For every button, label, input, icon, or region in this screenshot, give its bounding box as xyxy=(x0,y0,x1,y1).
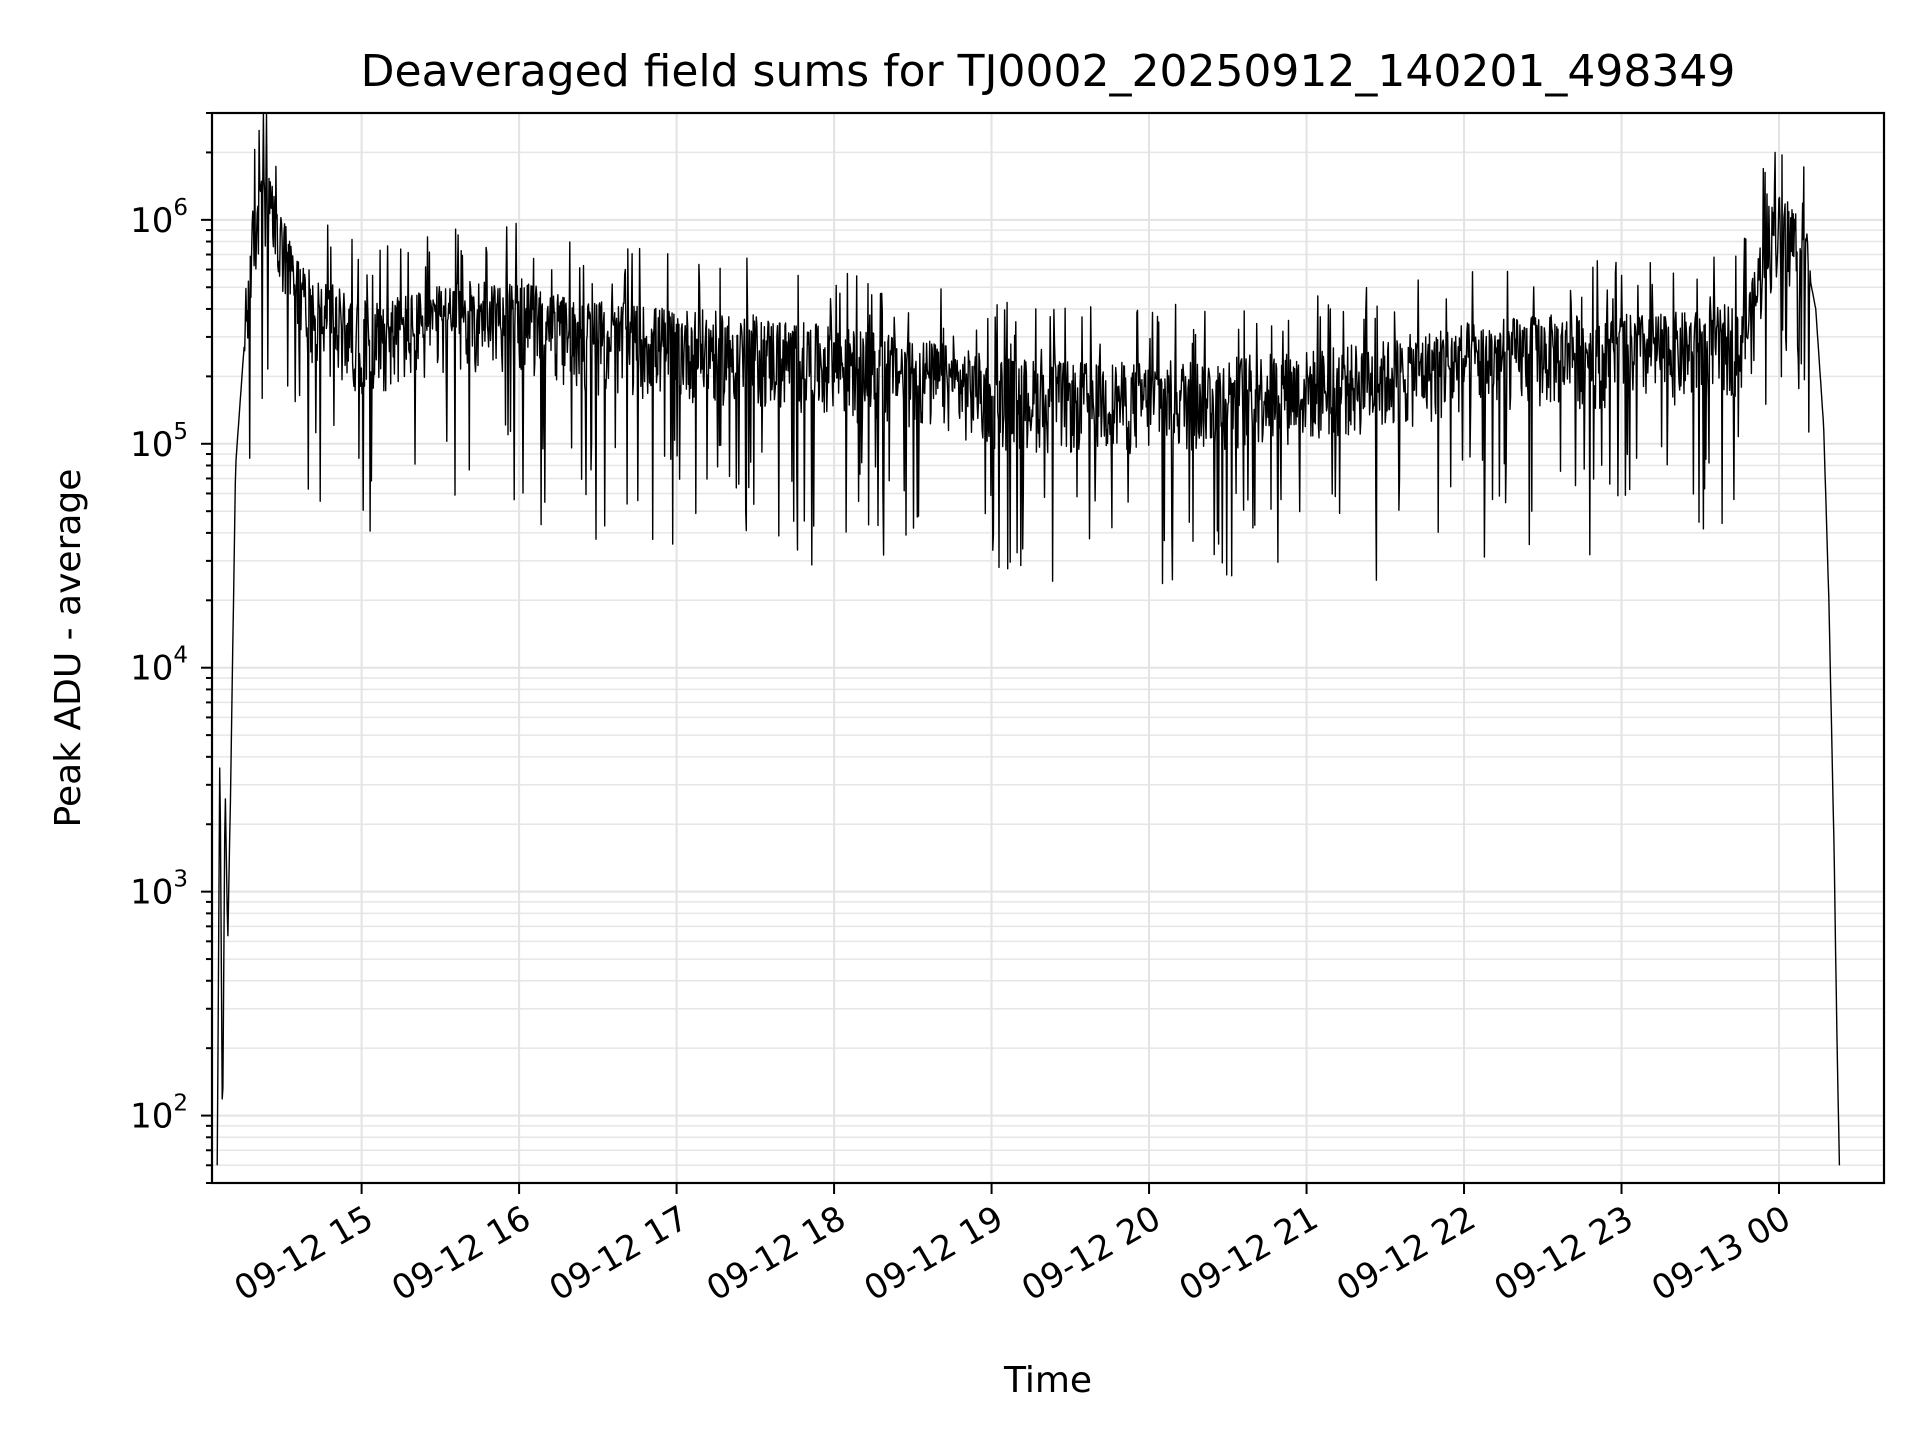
y-tick-label: 106 xyxy=(130,195,188,241)
y-axis-label: Peak ADU - average xyxy=(48,469,89,828)
chart-title: Deaveraged field sums for TJ0002_2025091… xyxy=(361,46,1736,97)
grid-layer xyxy=(212,112,1884,1184)
series-layer xyxy=(216,113,1841,1166)
y-tick-label: 105 xyxy=(130,419,188,465)
plot-frame xyxy=(210,111,1886,1185)
y-tick-label: 103 xyxy=(130,867,188,913)
y-tick-label: 102 xyxy=(130,1091,188,1137)
y-tick-label: 104 xyxy=(130,643,188,689)
x-axis-label: Time xyxy=(1003,1360,1092,1401)
series-line xyxy=(216,113,1841,1166)
